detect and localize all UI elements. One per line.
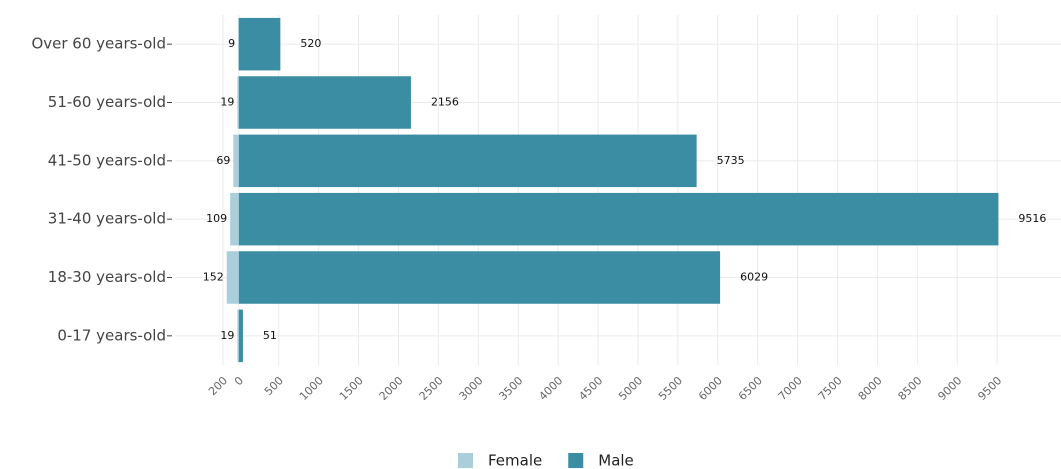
legend-swatch bbox=[568, 453, 584, 468]
y-tick-label: 31-40 years-old bbox=[48, 210, 166, 228]
x-tick-label: 8500 bbox=[896, 374, 925, 403]
y-tick-label: Over 60 years-old bbox=[31, 35, 166, 53]
x-tick-label: 6000 bbox=[696, 374, 725, 403]
data-label: 152 bbox=[203, 271, 224, 284]
x-tick-label: 3500 bbox=[496, 374, 525, 403]
x-tick-label: 6500 bbox=[736, 374, 765, 403]
bar bbox=[238, 76, 411, 129]
data-label: 69 bbox=[216, 154, 230, 167]
y-tick-label: 0-17 years-old bbox=[57, 326, 166, 344]
x-tick-label: 7000 bbox=[776, 374, 805, 403]
x-tick-label: 9000 bbox=[935, 374, 964, 403]
bar bbox=[237, 76, 239, 129]
x-tick-label: 1500 bbox=[337, 374, 366, 403]
legend-label: Male bbox=[598, 452, 634, 469]
y-tick-label: 51-60 years-old bbox=[48, 93, 166, 111]
data-label: 9516 bbox=[1018, 212, 1046, 225]
bar bbox=[238, 134, 697, 188]
legend-label: Female bbox=[488, 452, 542, 469]
data-label: 6029 bbox=[740, 271, 768, 284]
bar bbox=[238, 192, 999, 246]
bar bbox=[226, 251, 239, 304]
x-tick-label: 8000 bbox=[856, 374, 885, 403]
x-tick-label: 5000 bbox=[616, 374, 645, 403]
bar bbox=[237, 309, 239, 363]
x-tick-label: 7500 bbox=[816, 374, 845, 403]
x-tick-label: 4500 bbox=[576, 374, 605, 403]
y-tick-label: 18-30 years-old bbox=[48, 268, 166, 286]
bar bbox=[238, 17, 281, 71]
data-label: 19 bbox=[220, 329, 234, 342]
x-tick-label: 2000 bbox=[377, 374, 406, 403]
data-label: 19 bbox=[220, 96, 234, 109]
x-tick-label: 4000 bbox=[536, 374, 565, 403]
x-tick-label: 1000 bbox=[297, 374, 326, 403]
legend-swatch bbox=[458, 453, 473, 468]
x-tick-label: 0 bbox=[232, 374, 246, 388]
y-tick-label: 41-50 years-old bbox=[48, 151, 166, 169]
x-tick-label: 500 bbox=[262, 374, 286, 398]
x-tick-label: 2500 bbox=[417, 374, 446, 403]
bar bbox=[238, 17, 239, 71]
x-tick-label: 3000 bbox=[457, 374, 486, 403]
x-tick-label: 200 bbox=[206, 374, 230, 398]
x-tick-label: 9500 bbox=[975, 374, 1004, 403]
data-label: 9 bbox=[228, 37, 235, 50]
bar bbox=[238, 309, 243, 363]
bar bbox=[238, 251, 721, 304]
bar bbox=[230, 192, 239, 246]
bar bbox=[233, 134, 239, 188]
data-label: 5735 bbox=[717, 154, 745, 167]
data-label: 2156 bbox=[431, 96, 459, 109]
x-tick-label: 5500 bbox=[656, 374, 685, 403]
data-label: 520 bbox=[300, 37, 321, 50]
data-label: 51 bbox=[263, 329, 277, 342]
data-label: 109 bbox=[206, 212, 227, 225]
